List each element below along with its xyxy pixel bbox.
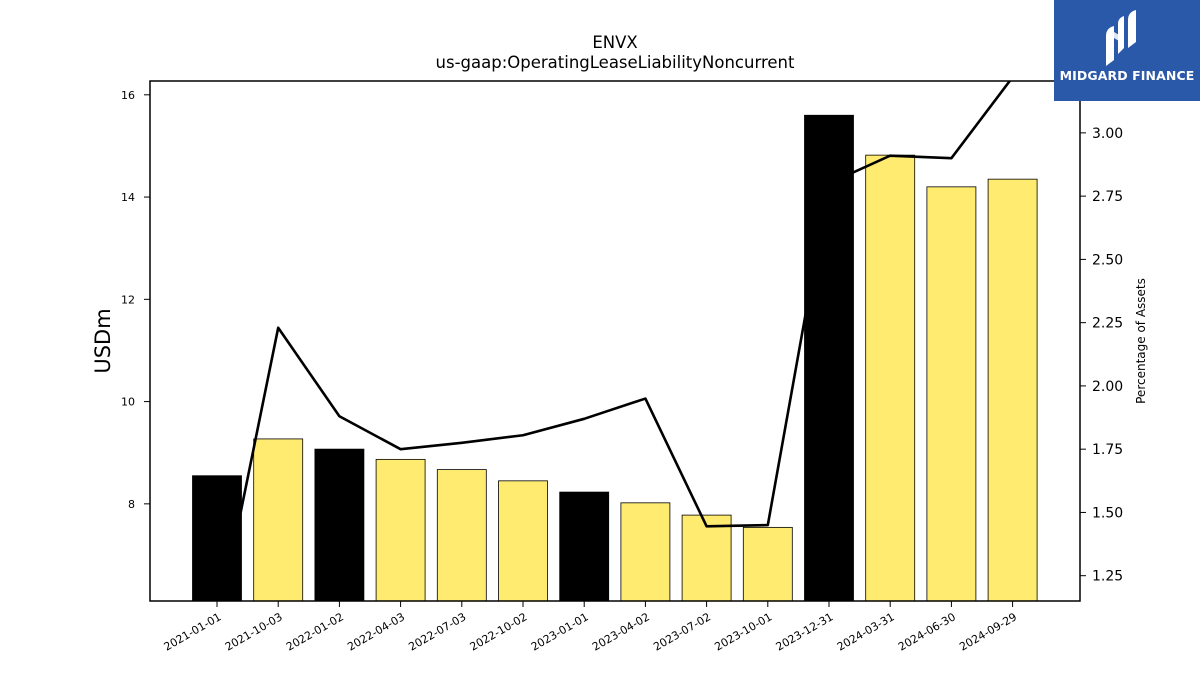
bar-2022-04-03 [375, 458, 426, 601]
y-tick-label: 8 [128, 498, 135, 511]
plot-frame [149, 80, 1081, 602]
x-tick-label: 2022-07-03 [406, 610, 468, 653]
x-tick-label: 2024-03-31 [835, 610, 897, 653]
y2-tick-label: 1.50 [1092, 505, 1123, 521]
bar-2024-06-30 [926, 186, 977, 601]
x-tick-label: 2022-04-03 [345, 610, 407, 653]
x-tick-label: 2022-10-02 [468, 610, 530, 653]
x-tick-label: 2023-12-31 [774, 610, 836, 653]
y2-tick-label: 1.25 [1092, 569, 1123, 585]
y2-tick-label: 2.75 [1092, 189, 1123, 205]
bar-2022-07-03 [436, 469, 487, 601]
line-series-percentage-of-assets [221, 81, 1012, 601]
y-tick-label: 10 [121, 396, 135, 409]
y2-tick-label: 3.00 [1092, 126, 1123, 142]
bars-layer [192, 114, 1038, 601]
midgard-logo-icon [1106, 10, 1136, 66]
y2-tick-label: 1.75 [1092, 442, 1123, 458]
x-tick-label: 2024-09-29 [957, 610, 1019, 653]
bar-2023-01-01 [559, 491, 610, 601]
y-tick-label: 16 [121, 89, 135, 102]
brand-logo: MIDGARD FINANCE [1054, 0, 1200, 101]
chart-subtitle: us-gaap:OperatingLeaseLiabilityNoncurren… [436, 53, 795, 72]
x-tick-label: 2021-01-01 [162, 610, 224, 653]
y2-axis-label: Percentage of Assets [1134, 278, 1148, 404]
x-tick-label: 2024-06-30 [896, 610, 958, 653]
x-tick-label: 2023-04-02 [590, 610, 652, 653]
bar-2022-01-02 [314, 448, 365, 601]
y-axis-label: USDm [91, 308, 115, 373]
y-tick-label: 12 [121, 293, 135, 306]
x-tick-label: 2023-07-02 [651, 610, 713, 653]
bar-2023-10-01 [742, 526, 793, 601]
x-tick-label: 2021-10-03 [223, 610, 285, 653]
x-tick-label: 2023-01-01 [529, 610, 591, 653]
bar-2024-03-31 [865, 154, 916, 601]
bar-2023-12-31 [804, 114, 854, 601]
bar-2024-09-29 [987, 178, 1038, 601]
y-tick-label: 14 [121, 191, 135, 204]
y2-tick-label: 2.50 [1092, 252, 1123, 268]
y2-tick-label: 2.25 [1092, 316, 1123, 332]
bar-2021-10-03 [253, 438, 304, 601]
x-tick-label: 2023-10-01 [712, 610, 774, 653]
line-layer [221, 81, 1012, 601]
bar-2023-07-02 [681, 514, 732, 601]
x-tick-label: 2022-01-02 [284, 610, 346, 653]
chart-title: ENVX [592, 33, 637, 52]
y2-tick-label: 2.00 [1092, 379, 1123, 395]
bar-2021-01-01 [192, 475, 242, 601]
bar-2023-04-02 [620, 502, 671, 601]
brand-name: MIDGARD FINANCE [1059, 68, 1195, 83]
bar-2022-10-02 [498, 480, 548, 601]
